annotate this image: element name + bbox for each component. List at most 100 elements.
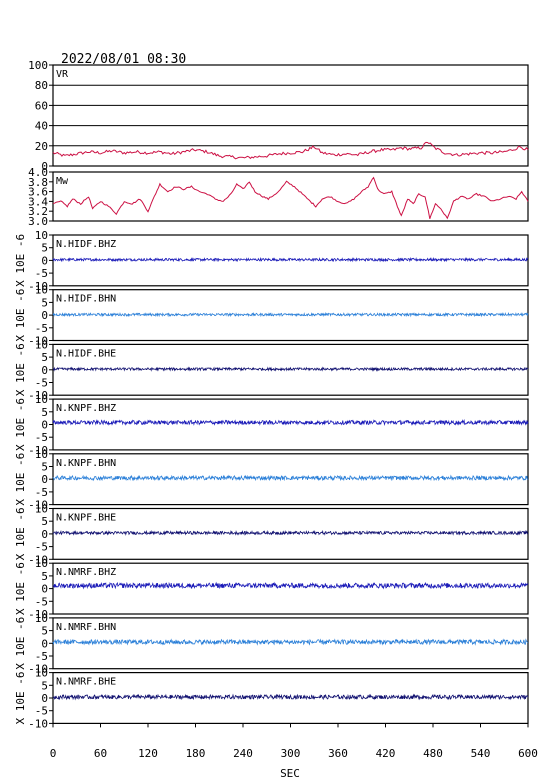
y-axis-label: X 10E -6 bbox=[14, 562, 27, 615]
y-axis-label: X 10E -6 bbox=[14, 672, 27, 725]
panel-label: Mw bbox=[56, 176, 69, 187]
waveform-trace bbox=[52, 581, 529, 590]
panel-label: N.HIDF.BHZ bbox=[56, 239, 116, 250]
y-tick-label: -5 bbox=[35, 267, 48, 280]
x-tick-label: 600 bbox=[518, 747, 538, 760]
y-tick-label: 100 bbox=[28, 59, 48, 72]
y-tick-label: 3.8 bbox=[28, 176, 48, 189]
waveform-trace bbox=[52, 418, 529, 426]
waveform-trace bbox=[52, 256, 529, 263]
y-tick-label: -5 bbox=[35, 705, 48, 718]
waveform-trace bbox=[52, 366, 529, 372]
panel-label: N.HIDF.BHN bbox=[56, 294, 116, 305]
x-axis: 0 60 120 180 240 300 360 420 480 540 600 bbox=[50, 723, 538, 760]
y-tick-label: 0 bbox=[41, 692, 48, 705]
panel-frame bbox=[52, 617, 529, 670]
y-axis-label: X 10E -6 bbox=[14, 289, 27, 342]
y-tick-label: 60 bbox=[35, 99, 48, 112]
y-axis-label: X 10E -6 bbox=[14, 234, 27, 287]
y-tick-label: -10 bbox=[28, 608, 48, 621]
y-axis-label: X 10E -6 bbox=[14, 507, 27, 560]
y-tick-label: 5 bbox=[41, 296, 48, 309]
x-tick-label: 60 bbox=[94, 747, 107, 760]
y-tick-label: 0 bbox=[41, 637, 48, 650]
y-tick-label: -5 bbox=[35, 322, 48, 335]
y-tick-label: 10 bbox=[35, 667, 48, 680]
y-tick-label: -10 bbox=[28, 717, 48, 730]
y-tick-label: 10 bbox=[35, 612, 48, 625]
panel-label: N.NMRF.BHZ bbox=[56, 567, 116, 578]
y-tick-label: 10 bbox=[35, 503, 48, 516]
y-tick-label: 40 bbox=[35, 120, 48, 133]
y-tick-label: -5 bbox=[35, 595, 48, 608]
x-tick-label: 0 bbox=[50, 747, 57, 760]
x-tick-label: 360 bbox=[328, 747, 348, 760]
chart-timestamp: 2022/08/01 08:30 bbox=[61, 52, 186, 67]
y-tick-label: -10 bbox=[28, 444, 48, 457]
y-axis-label: X 10E -6 bbox=[14, 398, 27, 451]
y-tick-label: 5 bbox=[41, 461, 48, 474]
x-tick-label: 300 bbox=[281, 747, 301, 760]
x-tick-label: 540 bbox=[471, 747, 491, 760]
x-tick-label: 240 bbox=[233, 747, 253, 760]
panel-label: N.KNPF.BHN bbox=[56, 458, 116, 469]
y-tick-label: 5 bbox=[41, 406, 48, 419]
panels-group: 020406080100VR3.03.23.43.63.84.0Mw1050-5… bbox=[14, 59, 529, 730]
panel-label: N.HIDF.BHE bbox=[56, 348, 116, 359]
y-tick-label: -10 bbox=[28, 553, 48, 566]
y-tick-label: 4.0 bbox=[28, 166, 48, 179]
y-tick-label: 0 bbox=[41, 364, 48, 377]
y-tick-label: 3.6 bbox=[28, 186, 48, 199]
panel-label: N.KNPF.BHZ bbox=[56, 403, 116, 414]
panel-label: N.NMRF.BHE bbox=[56, 677, 116, 688]
x-axis-label: SEC bbox=[280, 767, 300, 780]
y-tick-label: 0 bbox=[41, 583, 48, 596]
panel-label: N.NMRF.BHN bbox=[56, 622, 116, 633]
y-tick-label: 0 bbox=[41, 160, 48, 173]
y-tick-label: 5 bbox=[41, 351, 48, 364]
y-tick-label: 0 bbox=[41, 309, 48, 322]
panel-frame bbox=[52, 171, 529, 222]
y-tick-label: 10 bbox=[35, 229, 48, 242]
y-tick-label: 3.2 bbox=[28, 205, 48, 218]
series-line bbox=[52, 176, 529, 220]
y-tick-label: 0 bbox=[41, 419, 48, 432]
panel-frame bbox=[52, 562, 529, 615]
y-tick-label: -5 bbox=[35, 486, 48, 499]
y-tick-label: -5 bbox=[35, 377, 48, 390]
y-tick-label: 5 bbox=[41, 625, 48, 638]
panel-vr: 0 20 40 60 80 100 VR bbox=[28, 59, 529, 173]
waveform-trace bbox=[52, 529, 529, 536]
y-tick-label: 0 bbox=[41, 473, 48, 486]
y-axis-label: X 10E -6 bbox=[14, 343, 27, 396]
y-tick-label: 10 bbox=[35, 557, 48, 570]
y-tick-label: -10 bbox=[28, 499, 48, 512]
y-tick-label: 5 bbox=[41, 515, 48, 528]
waveform-trace bbox=[52, 638, 529, 646]
y-tick-label: 0 bbox=[41, 528, 48, 541]
y-tick-label: 80 bbox=[35, 79, 48, 92]
y-axis-label: X 10E -6 bbox=[14, 453, 27, 506]
y-tick-label: 20 bbox=[35, 140, 48, 153]
y-tick-label: 3.0 bbox=[28, 215, 48, 228]
panel-frame bbox=[52, 234, 529, 287]
y-tick-label: 10 bbox=[35, 284, 48, 297]
waveform-trace bbox=[52, 311, 529, 318]
y-axis-label: X 10E -6 bbox=[14, 617, 27, 670]
y-tick-label: -10 bbox=[28, 335, 48, 348]
y-tick-label: 5 bbox=[41, 570, 48, 583]
x-tick-label: 180 bbox=[186, 747, 206, 760]
y-tick-label: -5 bbox=[35, 650, 48, 663]
waveform-trace bbox=[52, 474, 529, 482]
y-tick-label: -10 bbox=[28, 280, 48, 293]
y-tick-label: -10 bbox=[28, 663, 48, 676]
